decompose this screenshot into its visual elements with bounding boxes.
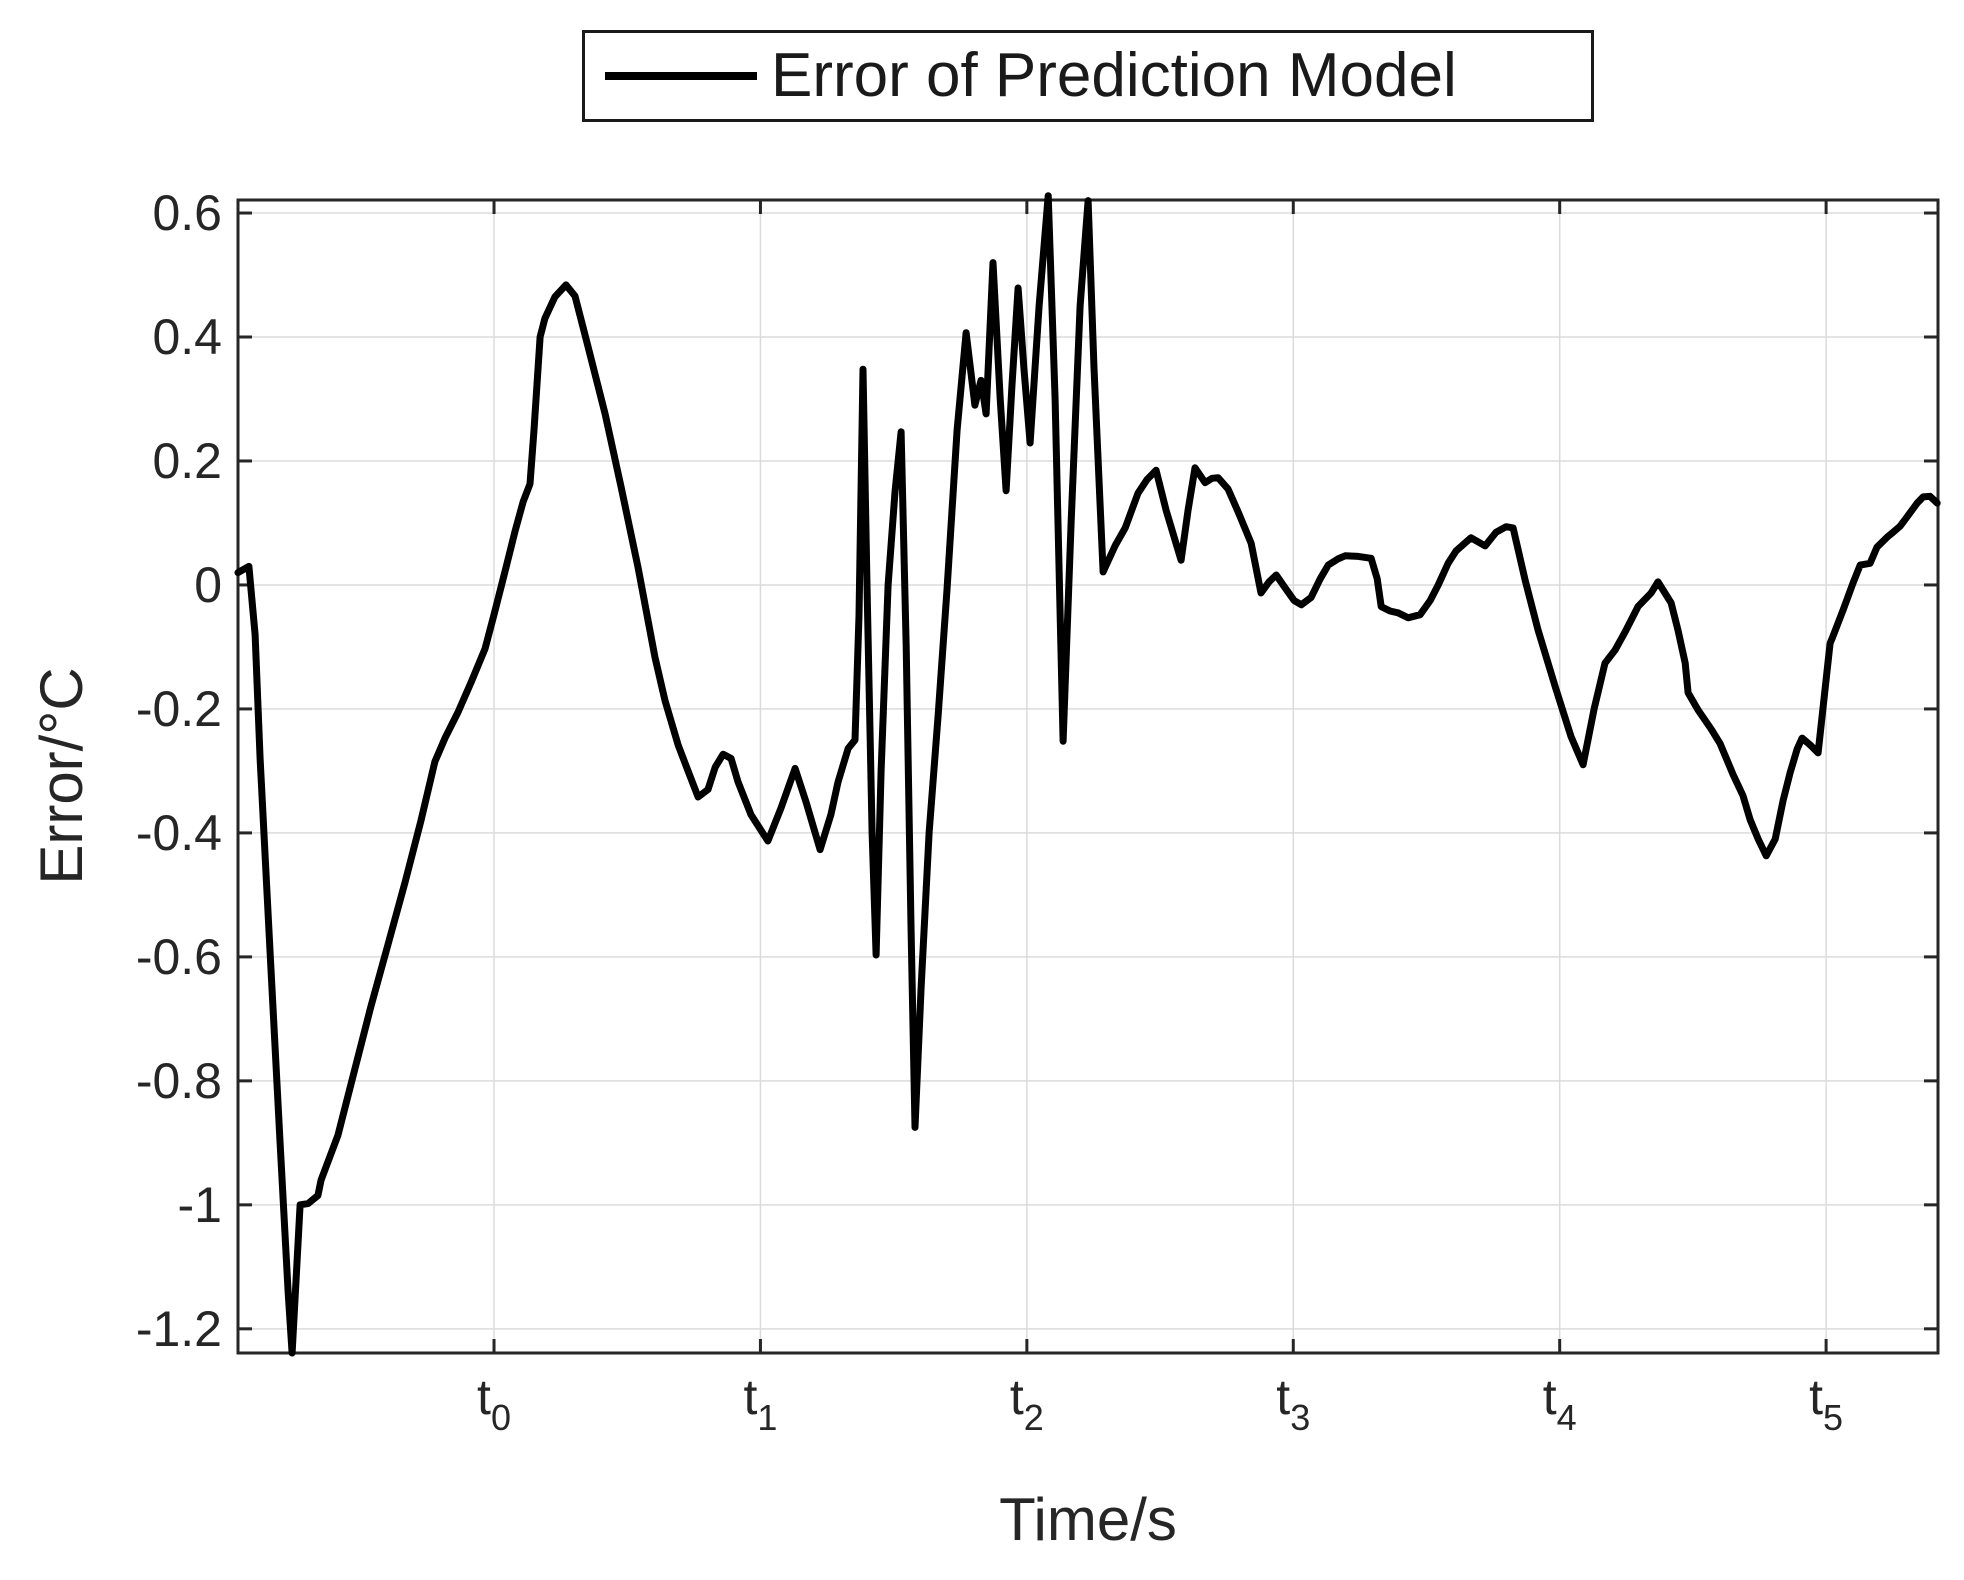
x-axis-label: Time/s	[999, 1486, 1177, 1553]
x-tick-label: t1	[743, 1369, 778, 1438]
axes-box	[236, 198, 1940, 1355]
y-tick-label: 0.6	[152, 185, 222, 242]
y-tick-label: -0.4	[135, 804, 222, 861]
y-tick-label: 0.2	[152, 432, 222, 489]
x-tick-label: t5	[1809, 1369, 1844, 1438]
x-tick-label: t3	[1276, 1369, 1311, 1438]
y-tick-label: -1.2	[135, 1300, 222, 1357]
y-tick-label: 0.4	[152, 308, 222, 365]
x-tick-label: t4	[1542, 1369, 1577, 1438]
y-tick-label: -1	[177, 1176, 222, 1233]
y-tick-label: 0	[194, 556, 222, 613]
y-tick-label: -0.2	[135, 680, 222, 737]
series-line	[234, 192, 1941, 1357]
y-tick-label: -0.6	[135, 928, 222, 985]
x-tick-label: t0	[477, 1369, 511, 1438]
x-tick-label: t2	[1009, 1369, 1044, 1438]
legend-line-sample	[605, 72, 757, 80]
legend: Error of Prediction Model	[582, 30, 1594, 122]
legend-label: Error of Prediction Model	[771, 41, 1457, 110]
y-tick-label: -0.8	[135, 1052, 222, 1109]
